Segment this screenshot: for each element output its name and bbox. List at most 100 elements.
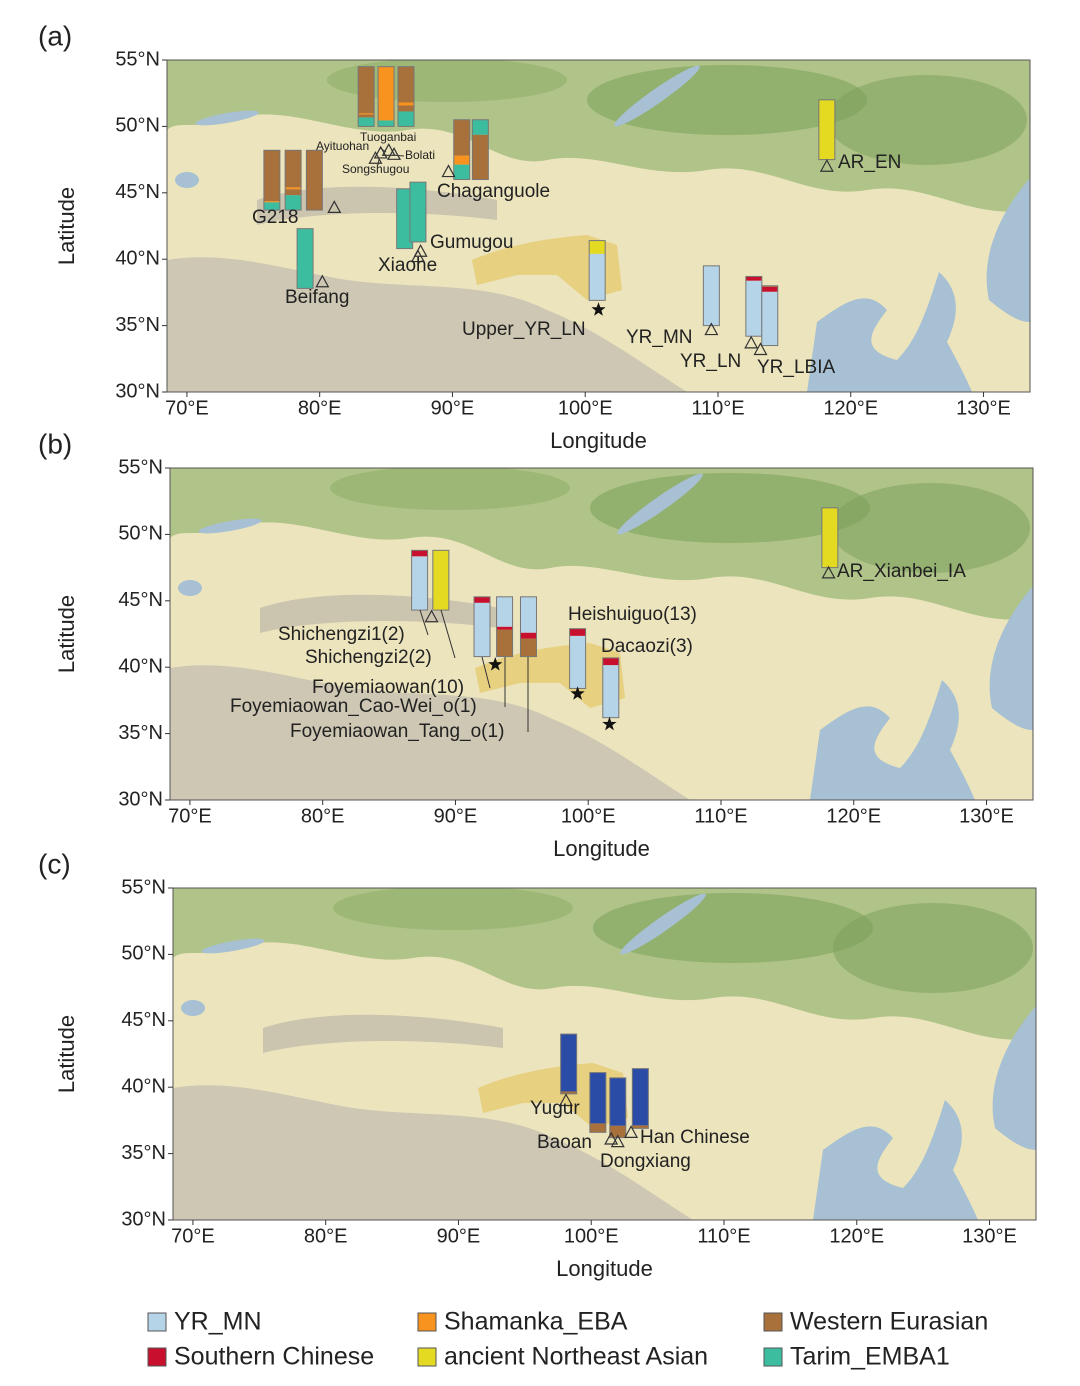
bar-segment	[761, 286, 778, 292]
bar-outline	[473, 596, 491, 658]
bar-segment	[496, 626, 513, 630]
leader-line	[391, 154, 405, 157]
legend-label: Western Eurasian	[790, 1308, 988, 1336]
bar-outline	[411, 549, 429, 611]
bar-outline	[761, 285, 779, 347]
y-axis-label: Latitude	[54, 1015, 79, 1093]
bar-segment	[703, 265, 720, 326]
leader-line	[481, 656, 491, 689]
bar-segment	[589, 1072, 606, 1124]
bar-segment	[609, 1077, 626, 1126]
bar-segment	[263, 150, 280, 202]
bar-segment	[285, 189, 302, 196]
x-tick-label: 110°E	[697, 1225, 750, 1247]
bar-segment	[397, 105, 414, 112]
bar-segment	[263, 202, 280, 211]
bar-segment	[397, 102, 414, 106]
y-tick-label: 40°N	[121, 1075, 166, 1097]
x-tick-label: 70°E	[171, 1225, 215, 1247]
bar-segment	[745, 276, 762, 281]
bar-segment	[378, 66, 395, 121]
x-tick-label: 130°E	[962, 1225, 1017, 1247]
bar-segment	[569, 628, 586, 636]
y-tick-label: 45°N	[121, 1009, 166, 1031]
plot-frame	[169, 467, 1034, 801]
bar-segment	[589, 1123, 606, 1133]
bar-segment	[472, 134, 489, 180]
bar-segment	[358, 113, 375, 115]
bar-segment	[285, 150, 302, 188]
site-label: Bolati	[405, 148, 435, 162]
bar-segment	[818, 99, 835, 160]
site-label: Shichengzi1(2)	[278, 624, 405, 645]
bar-segment	[397, 66, 414, 103]
site-label: Foyemiaowan(10)	[312, 677, 464, 698]
bar-outline	[471, 119, 489, 181]
x-axis-label: Longitude	[556, 1256, 653, 1281]
x-tick-label: 120°E	[826, 805, 881, 827]
bar-segment	[520, 632, 537, 639]
site-triangle	[327, 200, 342, 214]
bar-outline	[305, 149, 323, 211]
x-tick-label: 80°E	[298, 397, 342, 419]
bar-segment	[589, 253, 606, 301]
bar-segment	[589, 240, 606, 254]
legend-label: Shamanka_EBA	[444, 1308, 628, 1336]
y-tick-label: 55°N	[118, 456, 163, 478]
site-label: Yugur	[530, 1098, 580, 1119]
bar-outline	[519, 596, 537, 658]
bar-segment	[358, 117, 375, 127]
legend-label: Tarim_EMBA1	[790, 1343, 950, 1371]
x-tick-label: 130°E	[956, 397, 1011, 419]
bar-segment	[285, 195, 302, 211]
legend-swatch	[763, 1312, 783, 1332]
bar-segment	[496, 629, 513, 657]
bar-segment	[761, 285, 778, 287]
site-label: YR_MN	[626, 327, 693, 348]
bar-segment	[474, 596, 491, 603]
y-tick-label: 35°N	[115, 314, 160, 336]
site-triangle	[424, 609, 439, 623]
site-label: Xiaohe	[378, 255, 437, 276]
legend-label: YR_MN	[174, 1308, 262, 1336]
site-triangle	[624, 1125, 639, 1138]
y-tick-label: 50°N	[118, 523, 163, 545]
site-label: Dongxiang	[600, 1151, 691, 1172]
site-label: Ayituohan	[316, 139, 369, 153]
site-triangle	[610, 1134, 625, 1148]
bar-segment	[453, 155, 470, 165]
site-label: Chaganguole	[437, 181, 550, 202]
site-label: Dacaozi(3)	[601, 636, 693, 657]
legend-swatch	[763, 1347, 783, 1367]
x-tick-label: 90°E	[431, 397, 475, 419]
bar-segment	[411, 550, 428, 557]
bar-outline	[702, 265, 720, 327]
site-triangle	[558, 1093, 574, 1107]
panel-label: (c)	[38, 848, 71, 879]
bar-segment	[602, 665, 619, 718]
bar-segment	[602, 657, 619, 666]
bar-outline	[602, 657, 620, 719]
y-tick-label: 30°N	[121, 1208, 166, 1230]
site-label: AR_Xianbei_IA	[837, 561, 966, 582]
site-triangle	[604, 1131, 619, 1145]
y-tick-label: 55°N	[115, 48, 160, 70]
x-tick-label: 100°E	[564, 1225, 619, 1247]
bar-outline	[453, 119, 471, 181]
plot-frame	[172, 887, 1037, 1221]
x-tick-label: 100°E	[561, 805, 616, 827]
y-tick-label: 50°N	[115, 115, 160, 137]
y-tick-label: 40°N	[115, 247, 160, 269]
leader-line	[379, 147, 387, 153]
y-tick-label: 55°N	[121, 876, 166, 898]
bar-segment	[745, 280, 762, 337]
x-tick-label: 120°E	[823, 397, 878, 419]
bar-segment	[761, 291, 778, 346]
bar-outline	[496, 596, 514, 658]
bar-segment	[411, 556, 428, 611]
x-tick-label: 100°E	[558, 397, 613, 419]
bar-outline	[357, 66, 375, 127]
site-label: Heishuiguo(13)	[568, 604, 697, 625]
bar-outline	[263, 149, 281, 211]
